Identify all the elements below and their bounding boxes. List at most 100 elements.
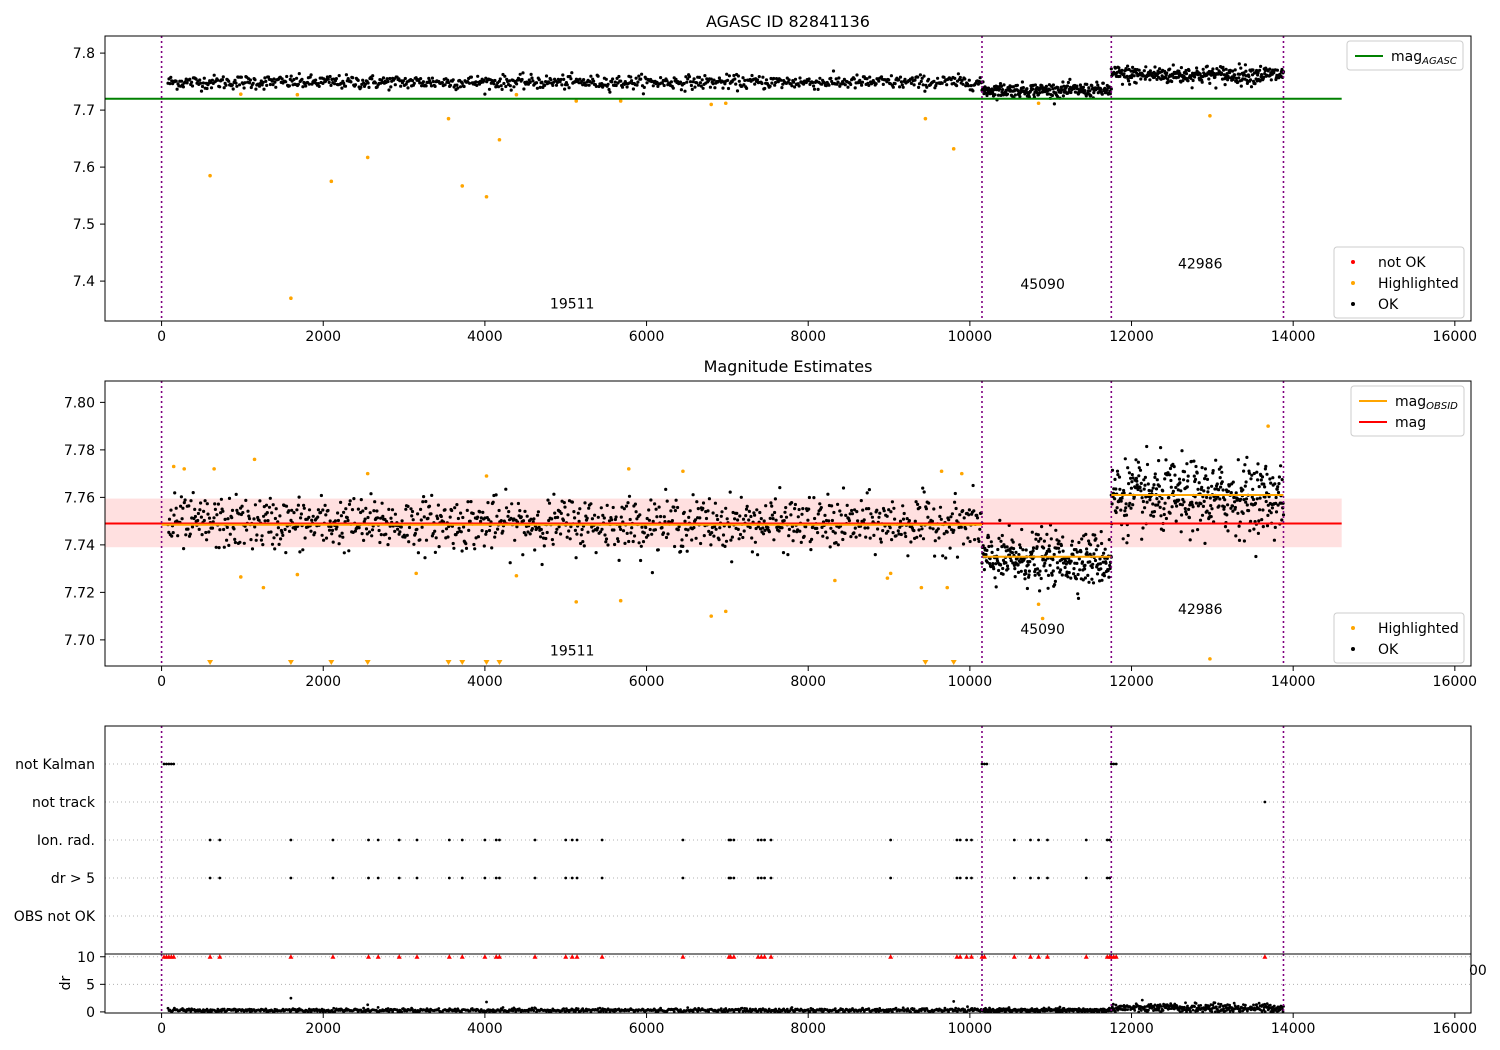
data-point	[636, 80, 640, 84]
data-point	[859, 499, 863, 503]
data-point	[181, 506, 185, 510]
data-point	[1181, 497, 1185, 502]
data-point	[863, 526, 867, 530]
data-point	[1109, 87, 1113, 91]
data-point	[264, 503, 269, 507]
data-point	[1258, 496, 1262, 500]
data-point	[341, 535, 345, 539]
data-point	[549, 78, 553, 82]
flag-category-label: not track	[32, 795, 96, 811]
data-point	[1001, 572, 1005, 576]
data-point	[1210, 507, 1214, 511]
data-point	[253, 503, 257, 507]
data-point	[193, 507, 197, 511]
data-point	[333, 519, 337, 523]
data-point	[446, 78, 450, 82]
data-point	[1049, 537, 1053, 541]
data-point	[1271, 476, 1275, 480]
data-point	[539, 535, 543, 539]
data-point	[1220, 480, 1224, 484]
data-point	[522, 87, 526, 91]
data-point	[791, 539, 795, 543]
data-point	[339, 514, 343, 518]
data-point	[1098, 557, 1102, 561]
data-point	[1047, 544, 1051, 548]
data-point	[1170, 505, 1174, 509]
data-point	[205, 86, 209, 91]
data-point	[1069, 90, 1073, 95]
data-point	[1193, 477, 1198, 481]
flag-point	[958, 876, 962, 880]
data-point	[793, 507, 797, 511]
data-point	[476, 74, 480, 78]
data-point	[679, 549, 683, 554]
data-point	[184, 533, 188, 537]
data-point	[769, 501, 773, 505]
flag-point	[1012, 876, 1016, 880]
data-point	[1276, 490, 1281, 495]
data-point	[1152, 514, 1156, 518]
data-point	[1244, 480, 1248, 484]
data-point	[289, 74, 293, 78]
data-point	[896, 529, 900, 533]
data-point	[646, 533, 650, 537]
data-point	[563, 87, 567, 91]
data-point	[544, 74, 549, 78]
data-point	[706, 509, 710, 513]
data-point	[329, 524, 333, 529]
data-point	[947, 518, 951, 522]
data-point	[368, 511, 372, 515]
data-point	[380, 501, 384, 505]
data-point	[532, 517, 536, 521]
data-point	[890, 538, 894, 542]
data-point	[176, 534, 180, 538]
plot-frame	[104, 35, 1472, 322]
data-point	[715, 514, 719, 518]
data-point	[684, 75, 688, 79]
data-point	[348, 499, 352, 503]
data-point	[225, 525, 229, 530]
data-point	[258, 499, 262, 503]
data-point	[238, 540, 242, 544]
data-point	[222, 527, 226, 532]
data-point	[585, 516, 589, 520]
legend-dot-swatch	[1351, 281, 1355, 285]
data-point	[365, 532, 369, 536]
data-point	[1032, 93, 1036, 97]
data-point	[1070, 543, 1074, 547]
data-point	[736, 74, 741, 78]
data-point	[865, 491, 869, 495]
data-point	[853, 86, 857, 90]
data-point	[768, 84, 772, 88]
data-point	[1114, 510, 1118, 515]
data-point	[1187, 507, 1191, 511]
data-point	[198, 508, 202, 512]
data-point	[433, 529, 437, 533]
data-point	[264, 79, 268, 83]
data-point	[536, 513, 540, 517]
data-point	[1016, 570, 1021, 575]
data-point	[460, 549, 464, 553]
data-point	[479, 519, 483, 524]
data-point	[909, 81, 914, 85]
dr-point	[437, 1007, 441, 1010]
data-point	[1117, 475, 1122, 479]
data-point	[1251, 487, 1255, 491]
data-point	[376, 516, 380, 520]
data-point	[726, 86, 731, 91]
data-point	[1279, 464, 1283, 468]
data-point	[1233, 500, 1237, 504]
data-point	[903, 77, 907, 81]
data-point	[363, 82, 367, 86]
data-point	[1231, 69, 1235, 73]
data-point	[836, 502, 840, 506]
data-point	[1091, 562, 1095, 566]
data-point	[1126, 466, 1130, 470]
data-point	[504, 487, 508, 491]
data-point	[679, 88, 684, 92]
dr-point	[1110, 1005, 1114, 1009]
data-point	[1186, 479, 1190, 483]
data-point	[1134, 81, 1138, 85]
data-point	[1059, 85, 1063, 89]
data-point	[1110, 502, 1114, 506]
